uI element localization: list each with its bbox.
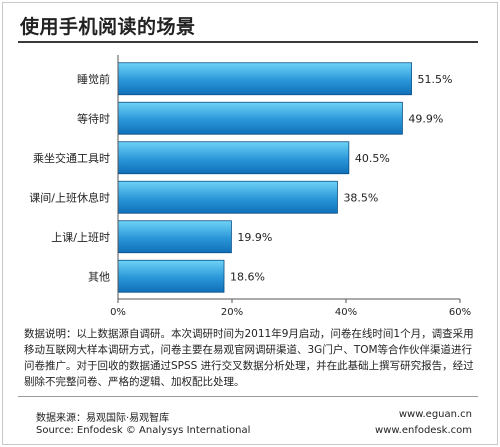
title-divider: [18, 41, 478, 43]
bar-4: [117, 180, 338, 214]
bar-6: [117, 259, 225, 293]
category-label-5: 上课/上班时: [51, 231, 110, 244]
chart-title: 使用手机阅读的场景: [20, 16, 196, 38]
x-tick-label-2: 20%: [221, 307, 243, 318]
value-label-1: 51.5%: [418, 73, 453, 86]
category-label-1: 睡觉前: [77, 72, 110, 86]
value-label-3: 40.5%: [355, 152, 390, 165]
data-description: 数据说明：以上数据源自调研。本次调研时间为2011年9月启动，问卷在线时间1个月…: [24, 328, 474, 388]
source-cn: 数据来源：易观国际·易观智库: [36, 413, 170, 424]
bar-3: [117, 141, 350, 175]
value-label-5: 19.9%: [237, 231, 272, 244]
category-label-6: 其他: [88, 270, 110, 283]
url-enfodesk[interactable]: www.enfodesk.com: [375, 425, 472, 436]
bar-2: [117, 101, 403, 135]
value-label-2: 49.9%: [408, 112, 443, 125]
category-label-4: 课间/上班休息时: [29, 190, 110, 204]
bar-5: [117, 220, 232, 254]
category-label-2: 等待时: [77, 111, 110, 125]
source-en: Source: Enfodesk © Analysys Internationa…: [36, 425, 251, 436]
url-eguan[interactable]: www.eguan.cn: [398, 409, 472, 420]
footer-divider: [18, 396, 478, 397]
bar-chart: 睡觉前 51.5% 等待时 49.9% 乘坐交通工具时 40.5% 课间/上班休息时 38.5…: [29, 55, 471, 318]
x-tick-label-1: 0%: [110, 307, 126, 318]
category-label-3: 乘坐交通工具时: [33, 151, 110, 165]
value-label-4: 38.5%: [343, 191, 378, 204]
value-label-6: 18.6%: [230, 270, 265, 283]
x-tick-label-3: 40%: [335, 307, 357, 318]
bar-1: [117, 62, 412, 96]
x-tick-label-4: 60%: [449, 307, 471, 318]
